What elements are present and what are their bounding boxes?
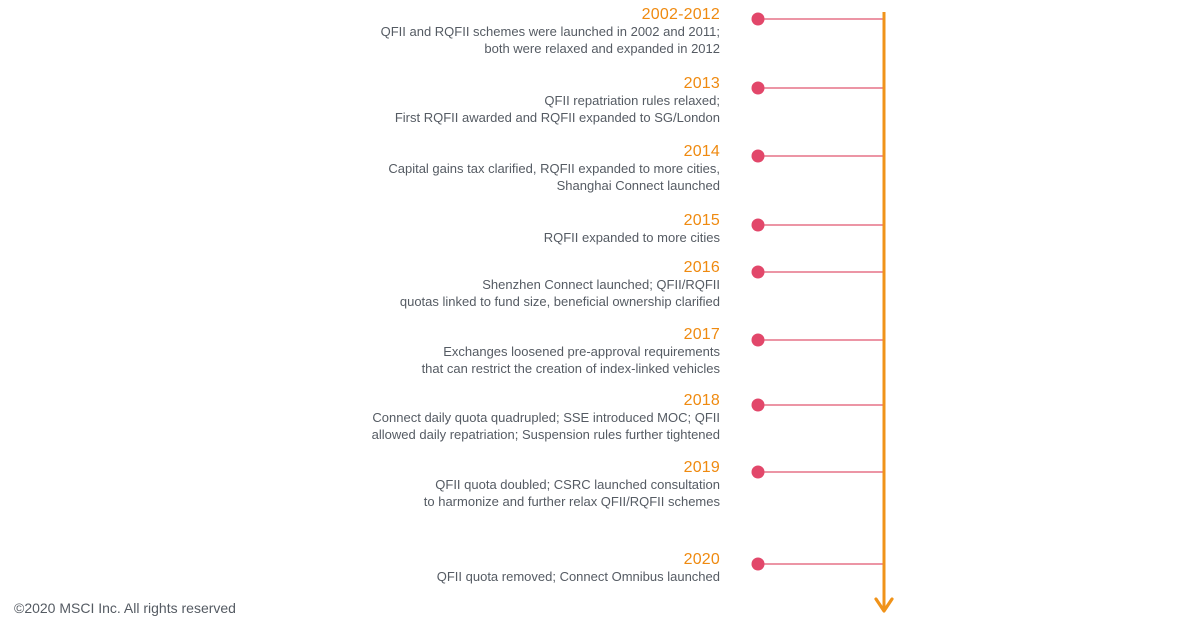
event-marker-dot xyxy=(751,149,765,163)
event-description-line: Shenzhen Connect launched; QFII/RQFII xyxy=(482,277,720,292)
event-description-line: Exchanges loosened pre-approval requirem… xyxy=(443,344,720,359)
event-description-line: QFII repatriation rules relaxed; xyxy=(544,93,720,108)
timeline-event: 2020 QFII quota removed; Connect Omnibus … xyxy=(300,551,720,586)
timeline-connectors xyxy=(751,12,884,571)
event-marker-dot xyxy=(751,81,765,95)
event-description-line: that can restrict the creation of index-… xyxy=(421,360,720,376)
event-marker-dot xyxy=(751,557,765,571)
event-description-line: QFII quota doubled; CSRC launched consul… xyxy=(435,477,720,492)
event-year: 2015 xyxy=(683,212,720,229)
timeline-event: 2002-2012 QFII and RQFII schemes were lau… xyxy=(300,6,720,57)
timeline-event: 2015 RQFII expanded to more cities xyxy=(300,212,720,247)
event-description-line: Shanghai Connect launched xyxy=(556,177,720,193)
timeline-event: 2014 Capital gains tax clarified, RQFII e… xyxy=(300,143,720,194)
event-description-line: quotas linked to fund size, beneficial o… xyxy=(399,293,720,309)
event-description-line: QFII quota removed; Connect Omnibus laun… xyxy=(436,569,720,584)
event-description-line: Connect daily quota quadrupled; SSE intr… xyxy=(372,410,720,425)
event-year: 2017 xyxy=(683,326,720,343)
event-description-line: QFII and RQFII schemes were launched in … xyxy=(380,24,720,39)
timeline-event: 2013 QFII repatriation rules relaxed; Firs… xyxy=(300,75,720,126)
event-marker-dot xyxy=(751,333,765,347)
event-marker-dot xyxy=(751,218,765,232)
event-marker-dot xyxy=(751,465,765,479)
copyright-notice: ©2020 MSCI Inc. All rights reserved xyxy=(14,600,236,616)
timeline-arrow-head-icon xyxy=(874,597,894,613)
timeline-event: 2017 Exchanges loosened pre-approval requ… xyxy=(300,326,720,377)
event-description-line: both were relaxed and expanded in 2012 xyxy=(484,40,720,56)
event-year: 2019 xyxy=(683,459,720,476)
event-description-line: First RQFII awarded and RQFII expanded t… xyxy=(394,109,720,125)
event-marker-dot xyxy=(751,398,765,412)
timeline-event: 2018 Connect daily quota quadrupled; SSE … xyxy=(300,392,720,443)
timeline-event: 2016 Shenzhen Connect launched; QFII/RQFI… xyxy=(300,259,720,310)
event-description-line: allowed daily repatriation; Suspension r… xyxy=(371,426,720,442)
event-marker-dot xyxy=(751,265,765,279)
event-description-line: to harmonize and further relax QFII/RQFI… xyxy=(423,493,720,509)
event-year: 2014 xyxy=(683,143,720,160)
event-description-line: Capital gains tax clarified, RQFII expan… xyxy=(388,161,720,176)
event-description-line: RQFII expanded to more cities xyxy=(543,230,720,245)
event-year: 2013 xyxy=(683,75,720,92)
timeline-event: 2019 QFII quota doubled; CSRC launched co… xyxy=(300,459,720,510)
event-year: 2002-2012 xyxy=(641,6,720,23)
event-year: 2016 xyxy=(683,259,720,276)
event-year: 2020 xyxy=(683,551,720,568)
event-marker-dot xyxy=(751,12,765,26)
event-year: 2018 xyxy=(683,392,720,409)
